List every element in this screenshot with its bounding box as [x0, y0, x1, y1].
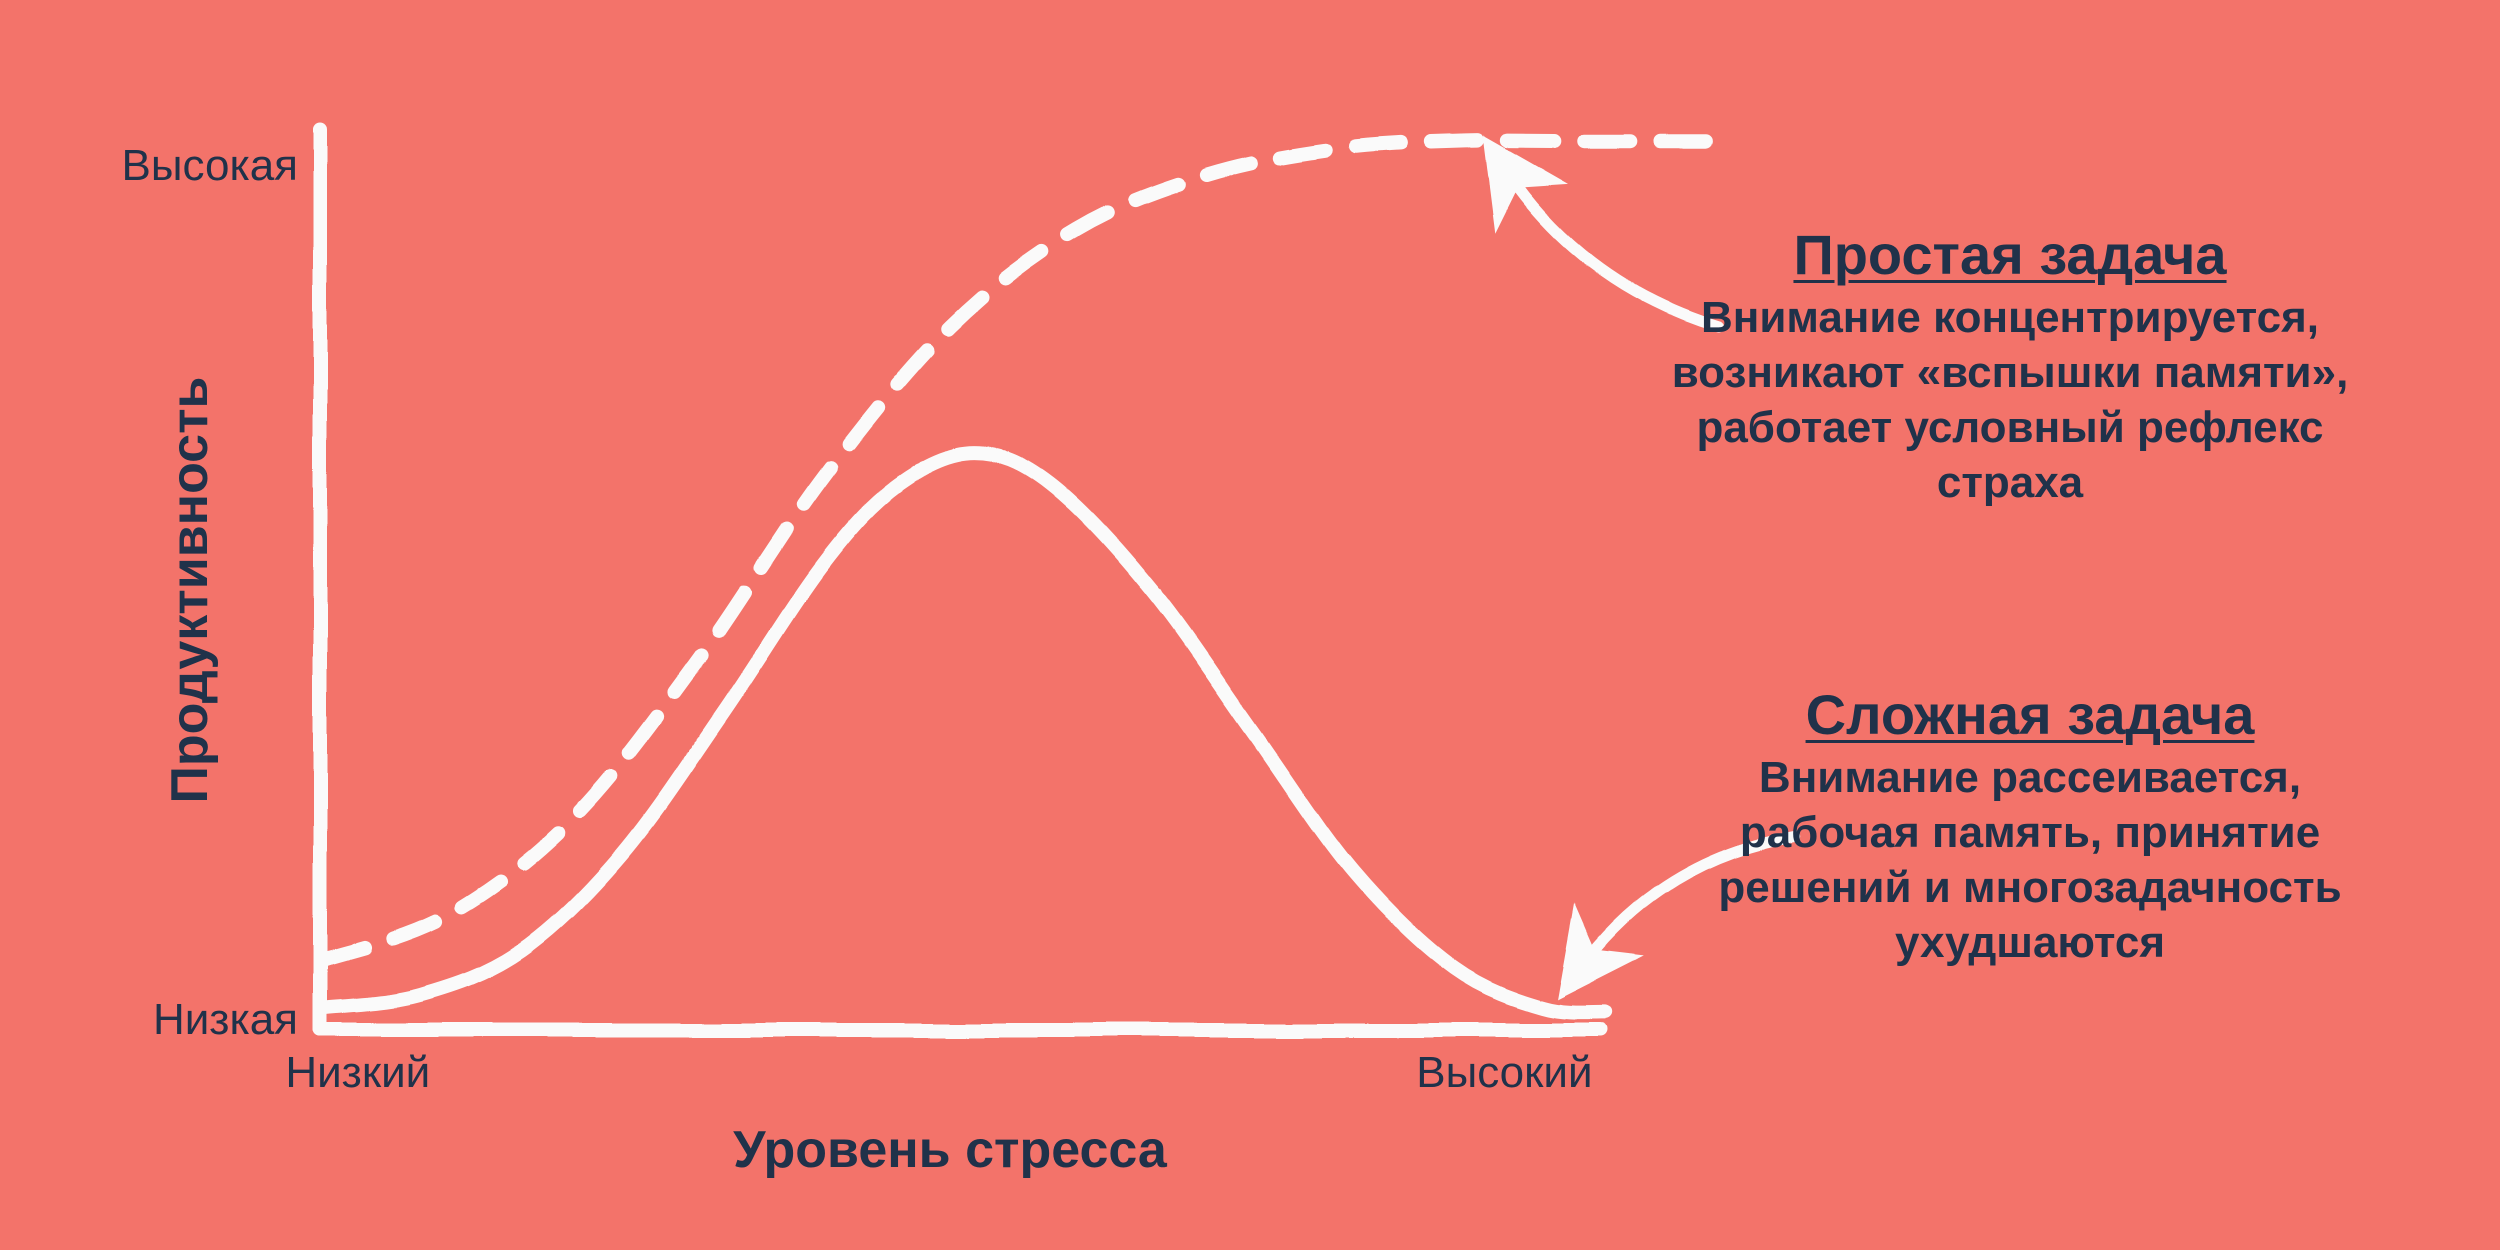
y-axis-title: Продуктивность: [160, 376, 220, 803]
callout-simple-desc: Внимание концентрируется,возникают «вспы…: [1610, 290, 2410, 510]
x-axis-title: Уровень стресса: [733, 1120, 1167, 1180]
callout-complex-title: Сложная задача: [1630, 680, 2430, 750]
x-tick-low: Низкий: [285, 1048, 430, 1098]
callout-simple-title: Простая задача: [1610, 220, 2410, 290]
x-tick-high: Высокий: [1416, 1048, 1592, 1098]
callout-simple-task: Простая задача Внимание концентрируется,…: [1610, 220, 2410, 510]
callout-complex-desc: Внимание рассеивается,рабочая память, пр…: [1630, 750, 2430, 970]
chart-stage: Продуктивность Уровень стресса Низкая Вы…: [0, 0, 2500, 1250]
y-tick-low: Низкая: [153, 995, 298, 1045]
y-tick-high: Высокая: [122, 141, 298, 191]
callout-complex-task: Сложная задача Внимание рассеивается,раб…: [1630, 680, 2430, 970]
